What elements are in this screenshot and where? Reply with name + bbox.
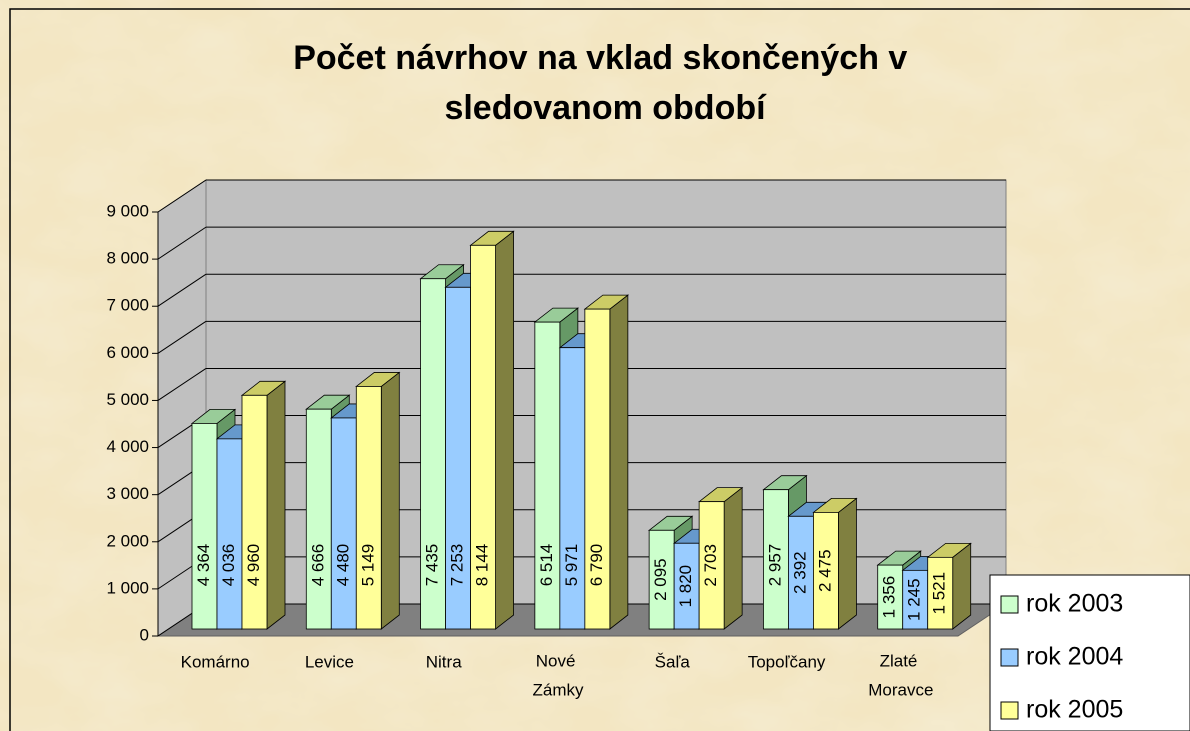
bar (877, 564, 904, 630)
bar (330, 417, 357, 630)
bar-side (838, 497, 857, 630)
value-label: 4 480 (333, 544, 352, 587)
value-label: 5 149 (358, 544, 377, 587)
value-label: 1 245 (905, 578, 924, 621)
value-label: 1 356 (880, 576, 899, 619)
value-label: 4 666 (308, 544, 327, 587)
bar (902, 569, 929, 630)
y-tick-label: 0 (140, 625, 149, 644)
value-label: 2 957 (765, 544, 784, 587)
x-tick-label: Nové Zámky (533, 652, 585, 700)
value-label: 5 971 (562, 544, 581, 587)
x-tick-label: Levice (305, 652, 354, 671)
legend-swatch (1000, 595, 1019, 614)
y-tick-label: 4 000 (106, 437, 149, 456)
x-tick-label: Topoľčany (748, 652, 826, 671)
y-tick-label: 7 000 (106, 296, 149, 315)
y-tick-label: 9 000 (106, 201, 149, 220)
legend-label: rok 2004 (1026, 643, 1123, 671)
legend-label: rok 2003 (1026, 590, 1123, 618)
bar-side (723, 486, 743, 630)
value-label: 4 036 (219, 544, 238, 587)
bar (355, 386, 382, 630)
bar (420, 278, 446, 630)
value-label: 4 364 (194, 544, 213, 587)
y-tick-label: 1 000 (106, 578, 149, 597)
value-label: 2 703 (701, 544, 720, 587)
y-tick-label: 5 000 (106, 390, 149, 409)
bar-side (952, 542, 972, 630)
value-label: 7 253 (448, 544, 467, 587)
y-tick-label: 8 000 (106, 249, 149, 268)
x-tick-label: Nitra (426, 652, 462, 671)
bar (648, 529, 675, 630)
bar (788, 515, 814, 630)
x-tick-label: Komárno (181, 652, 250, 671)
bar (813, 512, 839, 630)
grid-line (157, 179, 207, 213)
value-label: 2 475 (815, 549, 834, 592)
bar (673, 542, 700, 630)
x-tick-label: Zlaté Moravce (868, 652, 933, 700)
bar-side (266, 380, 286, 630)
legend (989, 574, 1190, 731)
value-label: 7 435 (423, 544, 442, 587)
y-tick-label: 6 000 (106, 343, 149, 362)
value-label: 4 960 (244, 544, 263, 587)
grid-line (157, 320, 207, 354)
legend-swatch (1000, 648, 1019, 667)
y-tick-label: 3 000 (106, 484, 149, 503)
bar (241, 394, 268, 630)
value-label: 1 820 (676, 565, 695, 608)
y-tick-label: 2 000 (106, 531, 149, 550)
value-label: 6 514 (537, 544, 556, 587)
value-label: 2 095 (651, 558, 670, 601)
bar (191, 423, 218, 630)
grid-line (157, 273, 207, 307)
bar (763, 489, 789, 630)
bar (216, 438, 243, 630)
value-label: 1 521 (930, 572, 949, 615)
frame (9, 8, 1190, 731)
value-label: 8 144 (473, 544, 492, 587)
bar (559, 347, 586, 630)
bar (698, 501, 725, 630)
bar-side (380, 371, 400, 630)
bar (305, 408, 332, 630)
legend-label: rok 2005 (1026, 696, 1123, 724)
bar-side (495, 230, 514, 630)
grid-line (157, 226, 207, 260)
bar (927, 556, 954, 630)
legend-swatch (1000, 701, 1019, 720)
bar (534, 321, 561, 630)
bar (470, 244, 496, 630)
x-tick-label: Šaľa (655, 652, 691, 671)
bar (584, 308, 611, 630)
grid-line (157, 368, 207, 401)
bar-side (609, 294, 629, 630)
value-label: 2 392 (790, 551, 809, 594)
value-label: 6 790 (587, 544, 606, 587)
chart-title: Počet návrhov na vklad skončených v sled… (293, 39, 917, 127)
